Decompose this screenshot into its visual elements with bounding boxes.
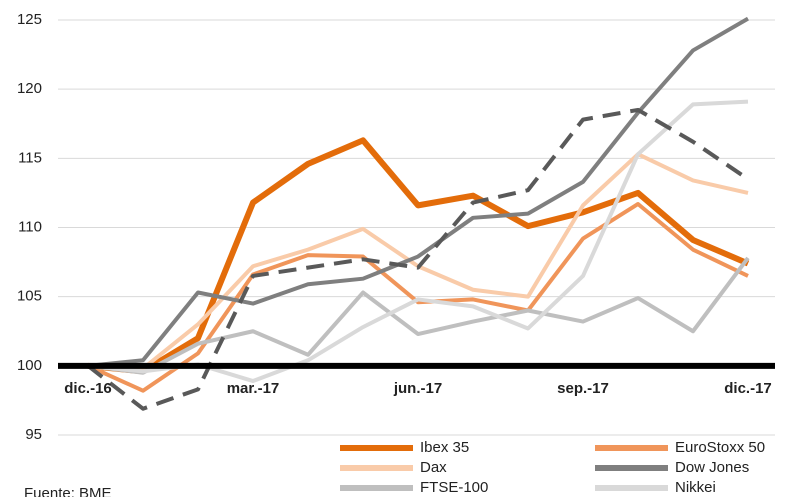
y-tick-label: 125 [17,11,42,28]
series-line [87,256,750,375]
x-tick-label: jun.-17 [393,380,442,397]
legend-label: Nikkei [675,479,716,496]
legend-label: FTSE-100 [420,479,488,496]
y-tick-label: 95 [25,426,42,443]
x-tick-label: mar.-17 [227,380,280,397]
series-line [87,152,749,371]
series-line [87,201,749,393]
series-line [86,107,750,411]
legend-label: Ibex 35 [420,439,469,456]
y-tick-label: 110 [18,218,42,235]
x-tick-label: dic.-17 [724,380,772,397]
legend-label: Dax [420,459,447,476]
legend-label: EuroStoxx 50 [675,439,765,456]
y-tick-label: 120 [17,80,42,97]
y-tick-label: 115 [18,149,42,166]
series-line [87,137,750,375]
series-line [87,16,750,368]
legend-label: Dow Jones [675,459,749,476]
y-tick-label: 100 [17,357,42,374]
x-tick-label: sep.-17 [557,380,609,397]
x-tick-label: dic.-16 [64,380,112,397]
y-tick-label: 105 [17,288,42,305]
series-line [87,99,749,384]
source: Fuente: BME [24,485,112,497]
